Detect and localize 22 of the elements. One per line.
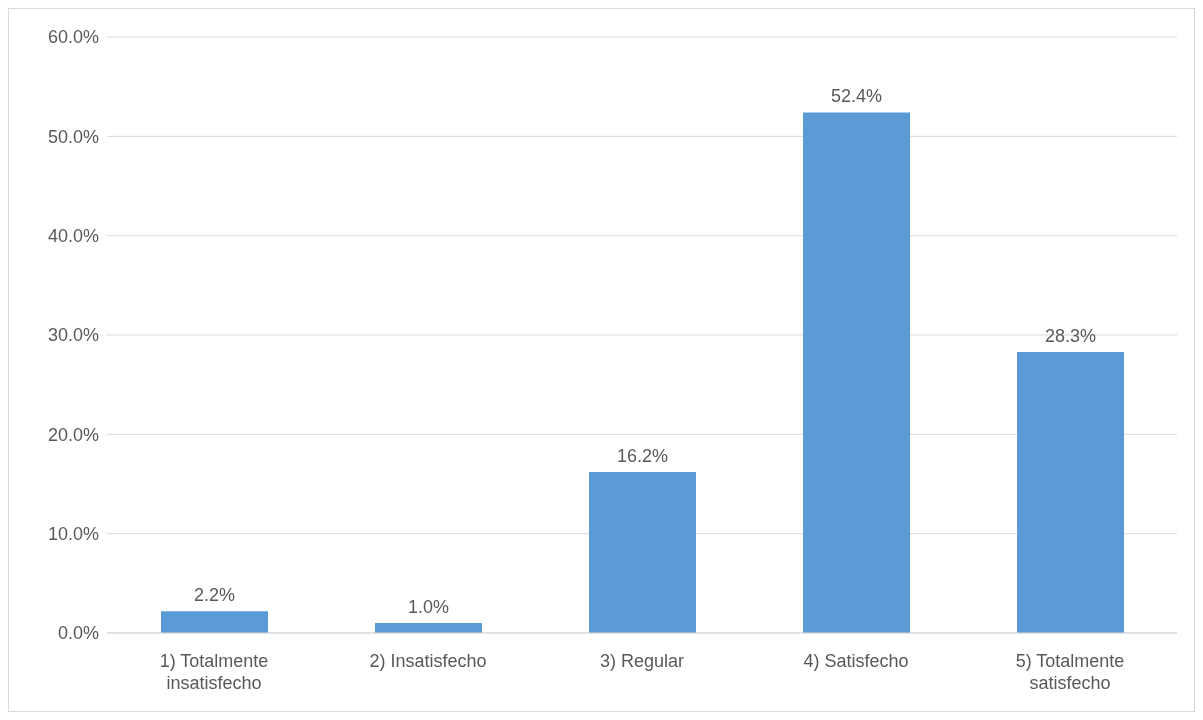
- data-label: 1.0%: [407, 597, 450, 618]
- data-label: 2.2%: [193, 585, 236, 606]
- y-tick-label: 0.0%: [57, 623, 99, 644]
- bar: [589, 472, 696, 633]
- data-label: 16.2%: [616, 446, 669, 467]
- x-tick-label: 5) Totalmente satisfecho: [1015, 651, 1125, 693]
- data-label: 28.3%: [1044, 325, 1097, 346]
- x-tick-label: 2) Insatisfecho: [369, 651, 487, 671]
- bar: [375, 623, 482, 633]
- y-tick-label: 10.0%: [47, 524, 99, 545]
- y-tick-label: 60.0%: [47, 27, 99, 48]
- x-tick-label: 3) Regular: [599, 651, 685, 671]
- bar: [1017, 351, 1124, 633]
- data-label: 52.4%: [830, 86, 883, 107]
- y-tick-label: 40.0%: [47, 226, 99, 247]
- y-tick-label: 50.0%: [47, 126, 99, 147]
- x-tick-label: 4) Satisfecho: [803, 651, 909, 671]
- y-tick-label: 30.0%: [47, 325, 99, 346]
- y-tick-label: 20.0%: [47, 424, 99, 445]
- bar: [161, 611, 268, 633]
- bar: [803, 112, 910, 633]
- x-tick-label: 1) Totalmente insatisfecho: [159, 651, 269, 693]
